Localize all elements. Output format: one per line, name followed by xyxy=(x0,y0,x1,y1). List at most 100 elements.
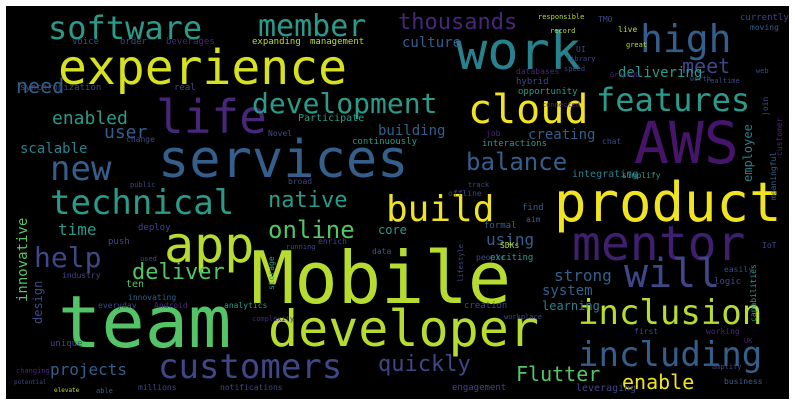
word-first: first xyxy=(634,327,659,336)
word-job: job xyxy=(486,129,501,138)
word-cloud: Mobile team developer services product e… xyxy=(6,6,789,399)
word-creation: creation xyxy=(464,301,508,311)
word-meet: meet xyxy=(682,54,731,78)
word-change: change xyxy=(126,135,155,144)
word-scalable: scalable xyxy=(20,141,88,157)
word-mentor: mentor xyxy=(572,216,746,272)
word-aim: aim xyxy=(526,215,541,224)
word-software: software xyxy=(48,9,203,47)
word-build: build xyxy=(386,189,495,230)
word-customers: customers xyxy=(158,347,343,387)
word-team: team xyxy=(58,280,232,364)
word-projects: projects xyxy=(50,360,128,379)
word-enabled: enabled xyxy=(52,108,128,129)
word-building: building xyxy=(378,123,446,139)
word-analytics: analytics xyxy=(224,301,268,310)
word-learning: learning xyxy=(542,299,600,313)
word-new: new xyxy=(50,149,112,189)
word-customer: customer xyxy=(775,117,784,156)
word-enrich: enrich xyxy=(318,237,347,246)
word-chat: chat xyxy=(602,137,622,146)
word-product: product xyxy=(554,171,782,234)
word-public: public xyxy=(130,181,156,189)
word-interactions: interactions xyxy=(482,139,548,149)
word-potential: potential xyxy=(14,379,47,386)
word-high: high xyxy=(640,17,732,61)
word-will: will xyxy=(624,251,721,297)
word-ten: ten xyxy=(126,279,145,290)
word-currently: currently xyxy=(740,13,789,23)
word-services: services xyxy=(158,130,409,190)
word-beverages: beverages xyxy=(166,37,215,47)
word-using: using xyxy=(486,230,535,249)
word-engagement: engagement xyxy=(452,383,507,393)
word-meaningful: meaningful xyxy=(769,151,778,200)
word-thousands: thousands xyxy=(398,10,518,35)
word-tmo: TMO xyxy=(598,15,613,24)
word-able: able xyxy=(96,387,113,395)
word-experience: experience xyxy=(58,40,347,96)
word-worth: worth xyxy=(690,75,712,83)
word-leveraging: leveraging xyxy=(576,383,637,394)
word-everyday: everyday xyxy=(98,301,137,310)
word-elevate: elevate xyxy=(54,387,80,394)
word-lifestyle: lifestyle xyxy=(457,244,465,282)
word-balance: balance xyxy=(466,148,568,176)
word-great: great xyxy=(626,41,648,49)
word-running: running xyxy=(286,243,316,251)
word-cloud: cloud xyxy=(468,87,589,133)
word-millions: millions xyxy=(138,383,177,392)
word-find: find xyxy=(522,203,544,213)
word-innovative: innovative xyxy=(15,217,31,302)
word-data: data xyxy=(372,247,392,256)
word-employee: employee xyxy=(741,124,755,182)
word-member: member xyxy=(258,9,367,44)
word-management: management xyxy=(310,37,365,47)
word-enable: enable xyxy=(622,370,695,394)
word-library: library xyxy=(566,55,596,63)
word-development: development xyxy=(252,87,438,120)
word-help: help xyxy=(34,241,102,274)
word-people: people xyxy=(476,253,505,262)
word-sdks: SDKs xyxy=(500,241,520,250)
word-responsible: responsible xyxy=(538,13,585,21)
word-flutter: Flutter xyxy=(516,362,601,386)
word-system: system xyxy=(542,283,593,299)
word-web: web xyxy=(756,67,769,75)
word-formal: formal xyxy=(484,221,517,231)
word-delivering: delivering xyxy=(618,65,703,81)
word-join: join xyxy=(761,96,770,116)
word-changing: changing xyxy=(16,367,50,375)
word-logic: logic xyxy=(714,277,742,287)
word-technical: technical xyxy=(50,183,235,223)
word-core: core xyxy=(378,223,407,237)
word-amplify: amplify xyxy=(712,363,742,371)
word-complexity: complexity xyxy=(252,315,295,323)
word-working: working xyxy=(706,327,740,336)
word-novel: Novel xyxy=(268,129,293,138)
word-continuously: continuously xyxy=(352,137,418,147)
word-used: used xyxy=(140,255,157,263)
word-track: track xyxy=(468,181,490,189)
word-deliver: deliver xyxy=(132,260,225,285)
word-notifications: notifications xyxy=(220,383,283,392)
word-creating: creating xyxy=(528,127,596,143)
word-easily: easily xyxy=(724,265,753,274)
word-deploy: deploy xyxy=(138,223,171,233)
word-culture: culture xyxy=(402,35,462,51)
word-exciting: exciting xyxy=(490,253,534,263)
word-aws: AWS xyxy=(634,109,739,177)
word-unique: unique xyxy=(50,339,83,349)
word-online: online xyxy=(268,216,355,244)
word-strong: strong xyxy=(554,266,612,285)
word-record: record xyxy=(550,27,576,35)
word-need: need xyxy=(16,74,65,98)
word-native: native xyxy=(268,188,348,213)
word-workplace: workplace xyxy=(504,313,542,321)
word-simplify: simplify xyxy=(622,171,661,180)
word-broad: broad xyxy=(288,177,313,186)
word-realtime: realtime xyxy=(706,77,740,85)
word-iot: IoT xyxy=(762,241,777,250)
word-mobile: Mobile xyxy=(251,236,512,320)
word-hybrid: hybrid xyxy=(516,77,549,87)
